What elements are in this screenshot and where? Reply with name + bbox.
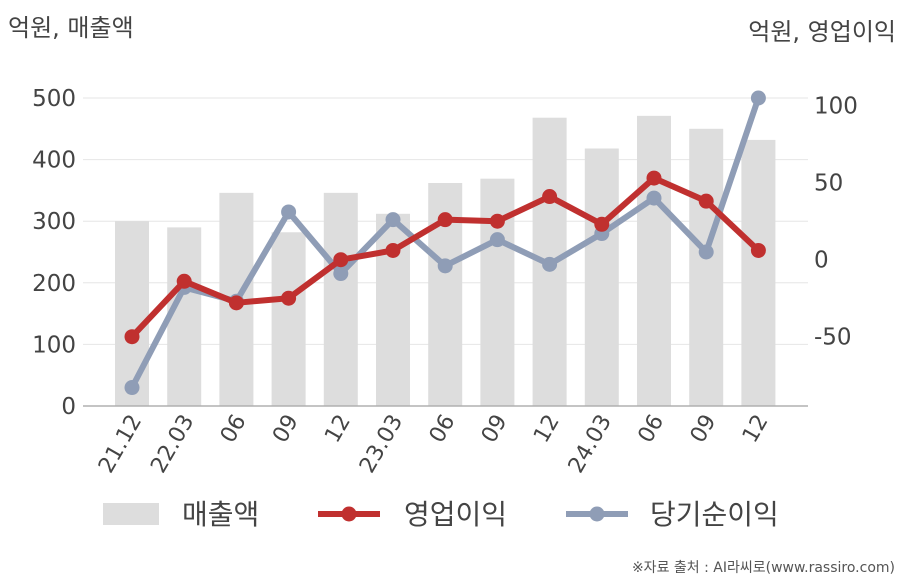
bar-revenue bbox=[637, 115, 671, 406]
point-operating-profit bbox=[281, 290, 297, 306]
point-operating-profit bbox=[489, 213, 505, 229]
x-tick-label: 09 bbox=[477, 411, 513, 448]
source-note: ※자료 출처 : AI라씨로(www.rassiro.com) bbox=[632, 560, 895, 576]
right-tick-label: 100 bbox=[814, 94, 858, 120]
x-tick-label: 09 bbox=[268, 411, 304, 448]
bar-revenue bbox=[323, 192, 358, 406]
legend-label-operating-profit: 영업이익 bbox=[404, 498, 507, 531]
x-tick-label: 06 bbox=[216, 411, 252, 448]
x-tick-label: 21.12 bbox=[94, 411, 147, 478]
point-net-income bbox=[281, 204, 297, 220]
x-tick-label: 06 bbox=[634, 411, 670, 448]
bar-revenue bbox=[271, 232, 306, 406]
point-operating-profit bbox=[750, 242, 766, 258]
point-net-income bbox=[489, 232, 505, 248]
point-operating-profit bbox=[594, 216, 610, 232]
legend-swatch-revenue bbox=[103, 503, 159, 525]
x-tick-label: 12 bbox=[738, 411, 774, 448]
legend-label-revenue: 매출액 bbox=[182, 498, 259, 531]
point-net-income bbox=[333, 266, 349, 282]
point-operating-profit bbox=[385, 242, 401, 258]
point-operating-profit bbox=[124, 329, 140, 345]
right-tick-label: 0 bbox=[814, 248, 829, 274]
legend: 매출액 영업이익 당기순이익 bbox=[103, 498, 779, 531]
right-axis-unit-label: 억원, 영업이익 bbox=[748, 18, 896, 46]
left-tick-label: 500 bbox=[32, 86, 76, 112]
point-operating-profit bbox=[228, 295, 244, 311]
x-tick-label: 09 bbox=[686, 411, 722, 448]
line-series bbox=[124, 90, 766, 396]
legend-marker-net-income bbox=[589, 506, 605, 522]
x-tick-label: 12 bbox=[529, 411, 565, 448]
point-net-income bbox=[698, 244, 714, 260]
point-net-income bbox=[437, 258, 453, 274]
right-axis-ticks: -50 0 50 100 bbox=[814, 94, 858, 351]
point-net-income bbox=[542, 256, 558, 272]
x-tick-label: 23.03 bbox=[355, 411, 408, 478]
left-tick-label: 0 bbox=[61, 394, 76, 420]
bar-revenue bbox=[584, 148, 619, 406]
left-axis-unit-label: 억원, 매출액 bbox=[8, 14, 134, 42]
point-operating-profit bbox=[176, 273, 192, 289]
point-operating-profit bbox=[437, 212, 453, 228]
point-operating-profit bbox=[542, 189, 558, 205]
right-tick-label: -50 bbox=[814, 325, 852, 351]
bar-revenue bbox=[689, 128, 724, 407]
right-tick-label: 50 bbox=[814, 171, 843, 197]
point-net-income bbox=[750, 90, 766, 106]
point-operating-profit bbox=[698, 193, 714, 209]
point-operating-profit bbox=[333, 252, 349, 268]
x-tick-label: 22.03 bbox=[146, 411, 199, 478]
legend-label-net-income: 당기순이익 bbox=[650, 498, 779, 531]
left-tick-label: 100 bbox=[32, 332, 76, 358]
point-operating-profit bbox=[646, 170, 662, 186]
bar-revenue bbox=[167, 227, 202, 406]
left-axis-ticks: 0 100 200 300 400 500 bbox=[32, 86, 76, 420]
point-net-income bbox=[124, 380, 140, 396]
x-tick-label: 12 bbox=[320, 411, 356, 448]
legend-marker-operating-profit bbox=[341, 506, 357, 522]
point-net-income bbox=[646, 190, 662, 206]
left-tick-label: 200 bbox=[32, 271, 76, 297]
bar-revenue bbox=[741, 139, 776, 406]
x-tick-label: 24.03 bbox=[564, 411, 617, 478]
bar-revenue bbox=[115, 221, 149, 406]
x-axis-ticks: 21.12 22.03 06 09 12 23.03 06 09 12 24.03 06 09 12 bbox=[94, 411, 774, 478]
left-tick-label: 400 bbox=[32, 148, 76, 174]
point-net-income bbox=[385, 212, 401, 228]
x-tick-label: 06 bbox=[425, 411, 461, 448]
left-tick-label: 300 bbox=[32, 209, 76, 235]
